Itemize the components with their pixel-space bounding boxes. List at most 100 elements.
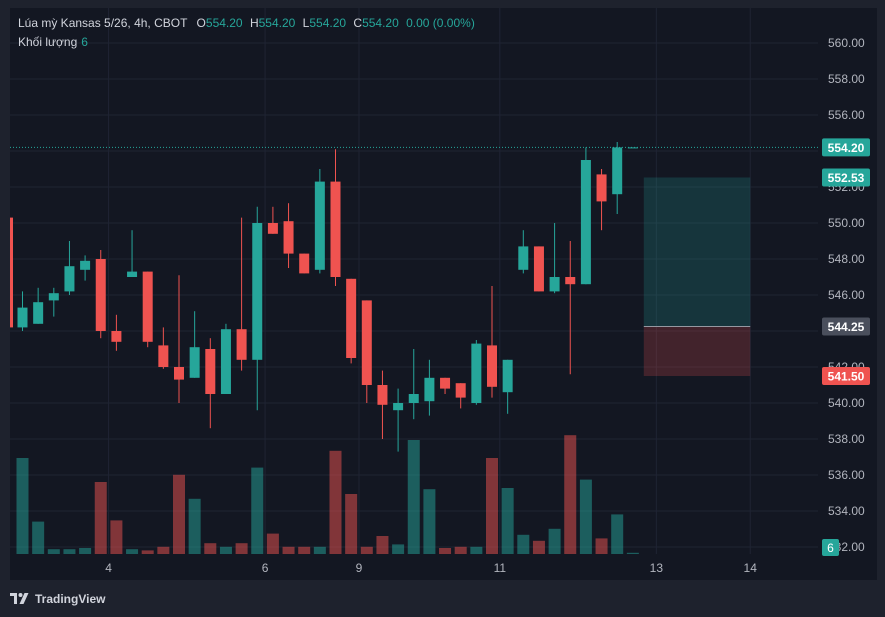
candle bbox=[377, 370, 388, 439]
candle bbox=[455, 383, 466, 409]
volume-bar bbox=[564, 435, 577, 554]
low-value: 554.20 bbox=[309, 16, 347, 30]
candle-body bbox=[627, 147, 638, 149]
volume-bar bbox=[16, 458, 29, 554]
volume-bar bbox=[173, 474, 185, 554]
price-tick-label: 534.00 bbox=[828, 504, 865, 518]
time-tick-label: 9 bbox=[356, 561, 363, 575]
candle bbox=[533, 246, 544, 292]
volume-bars bbox=[16, 435, 639, 554]
volume-legend-label: Khối lượng bbox=[18, 35, 78, 49]
price-tick-label: 558.00 bbox=[828, 72, 865, 86]
candle bbox=[111, 314, 122, 351]
price-label-text: 541.50 bbox=[828, 370, 865, 384]
volume-bar bbox=[470, 546, 483, 554]
price-scale-area bbox=[818, 8, 877, 580]
grid-lines bbox=[10, 8, 818, 554]
candle bbox=[471, 340, 482, 405]
symbol-title: Lúa mỳ Kansas 5/26, 4h, CBOT bbox=[18, 16, 188, 30]
volume-label-text: 6 bbox=[827, 541, 834, 555]
candle bbox=[189, 311, 200, 378]
candle bbox=[346, 278, 357, 364]
candle-body bbox=[596, 174, 607, 202]
volume-bar bbox=[407, 440, 420, 554]
volume-bar bbox=[282, 546, 295, 554]
candle-body bbox=[533, 246, 544, 292]
candle-body bbox=[174, 367, 184, 380]
candle bbox=[174, 275, 184, 403]
candle-body bbox=[393, 403, 404, 411]
candle-body bbox=[127, 271, 138, 277]
candle-partial-left bbox=[10, 217, 13, 328]
volume-bar bbox=[579, 479, 592, 554]
price-tick-label: 560.00 bbox=[828, 36, 865, 50]
price-tick-label: 538.00 bbox=[828, 432, 865, 446]
candle-body bbox=[267, 223, 278, 234]
candles bbox=[17, 142, 638, 452]
candle-body bbox=[346, 278, 357, 358]
position-loss-zone bbox=[643, 326, 751, 376]
volume-bar bbox=[79, 548, 92, 554]
candle bbox=[612, 142, 623, 214]
candle bbox=[502, 359, 513, 414]
candle-body bbox=[252, 223, 263, 360]
volume-bar bbox=[94, 482, 107, 554]
volume-bar bbox=[235, 543, 248, 554]
price-tick-label: 540.00 bbox=[828, 396, 865, 410]
candle bbox=[95, 250, 106, 339]
volume-bar bbox=[611, 514, 624, 554]
high-value: 554.20 bbox=[258, 16, 296, 30]
candle bbox=[361, 300, 372, 403]
candle-body bbox=[299, 253, 310, 274]
price-label-bg bbox=[822, 138, 870, 157]
volume-bar bbox=[345, 494, 358, 554]
candle bbox=[299, 253, 310, 274]
candle bbox=[518, 230, 529, 274]
candle bbox=[267, 206, 278, 234]
candle bbox=[205, 338, 216, 429]
change-value: 0.00 (0.00%) bbox=[406, 16, 475, 30]
candle-body bbox=[17, 307, 28, 328]
volume-legend-value: 6 bbox=[81, 35, 88, 49]
volume-label: 6 bbox=[822, 539, 839, 556]
candle bbox=[627, 147, 638, 149]
time-tick-label: 4 bbox=[105, 561, 112, 575]
open-label: O bbox=[196, 16, 206, 30]
volume-bar bbox=[219, 546, 232, 554]
candle-body bbox=[408, 394, 419, 403]
candle bbox=[424, 359, 435, 416]
candle-body bbox=[518, 246, 529, 270]
price-label-entry: 544.25 bbox=[822, 317, 870, 336]
volume-bar bbox=[251, 467, 264, 554]
candle bbox=[487, 286, 497, 398]
volume-bar bbox=[32, 521, 45, 554]
volume-bar bbox=[298, 546, 311, 554]
volume-bar bbox=[360, 546, 373, 554]
candle bbox=[33, 287, 44, 324]
candle-body bbox=[33, 302, 44, 324]
price-label-target: 552.53 bbox=[822, 168, 870, 187]
time-tick-label: 6 bbox=[262, 561, 269, 575]
volume-bar bbox=[486, 458, 498, 554]
low-label: L bbox=[302, 16, 310, 30]
tradingview-brand[interactable]: TradingView bbox=[10, 592, 105, 606]
candle bbox=[158, 327, 169, 369]
price-label-stop: 541.50 bbox=[822, 367, 870, 385]
price-tick-label: 550.00 bbox=[828, 216, 865, 230]
candle-body bbox=[142, 271, 153, 342]
candle-body bbox=[220, 329, 231, 394]
volume-label-bg bbox=[822, 539, 839, 556]
candle-body bbox=[64, 266, 75, 292]
candle bbox=[127, 230, 138, 277]
price-ticks: 560.00558.00556.00554.00552.00550.00548.… bbox=[828, 36, 865, 554]
close-value: 554.20 bbox=[362, 16, 399, 30]
time-tick-label: 11 bbox=[494, 561, 507, 575]
price-label-last: 554.20 bbox=[822, 138, 870, 157]
position-profit-zone bbox=[643, 177, 751, 327]
high-label: H bbox=[249, 16, 259, 30]
candle bbox=[283, 203, 294, 268]
volume-bar bbox=[454, 546, 467, 554]
volume-bar bbox=[47, 549, 60, 554]
volume-bar bbox=[141, 550, 154, 554]
